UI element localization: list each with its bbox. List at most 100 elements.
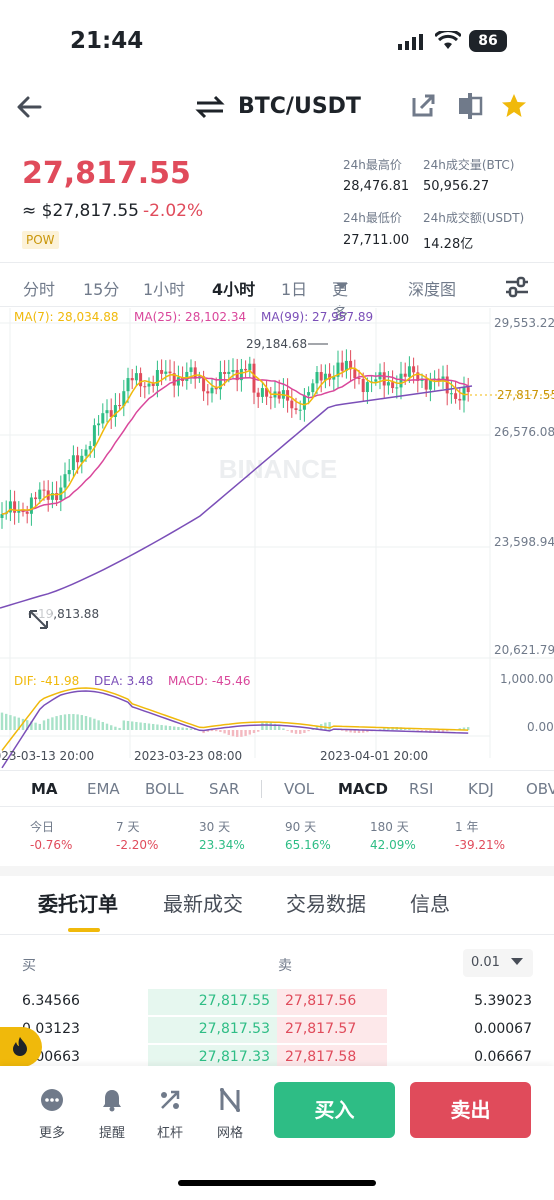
tab-1d[interactable]: 1日 [281,280,308,299]
binance-watermark: BINANCE [219,454,337,484]
ind-obv[interactable]: OBV [526,780,554,798]
tab-trading-data[interactable]: 交易数据 [286,892,366,916]
candle-body [176,377,180,386]
macd-bar [122,720,125,730]
orderbook-row[interactable]: 6.34566 27,817.55 27,817.56 5.39023 [0,989,554,1015]
pow-badge[interactable]: POW [22,231,59,249]
low-label: 24h最低价 [343,211,402,225]
ind-sar[interactable]: SAR [209,780,240,798]
macd-bar [68,714,71,730]
candle-body [365,382,369,393]
leverage-button[interactable]: 杠杆 [145,1088,195,1141]
swap-icon[interactable] [195,94,225,120]
macd-bar [244,730,247,736]
macd-y-2: 0.00 [527,720,554,734]
tab-info[interactable]: 信息 [410,892,450,916]
indicator-tabs: MA EMA BOLL SAR VOL MACD RSI KDJ OBV [0,780,554,800]
leverage-label: 杠杆 [156,1126,183,1141]
tab-1h[interactable]: 1小时 [143,280,186,299]
candle-body [416,372,420,381]
settings-sliders-icon[interactable] [505,276,529,298]
macd-bar [164,725,167,730]
macd-bar [51,717,54,730]
candle-body [13,501,17,513]
candle-body [307,392,311,396]
macd-bar [105,723,109,730]
ind-kdj[interactable]: KDJ [468,780,494,798]
period-label: 7 天 [116,820,140,834]
sell-qty: 5.39023 [474,993,532,1009]
low-marker-label: 19,813.88 [38,607,99,621]
kline-chart[interactable]: BINANCE MA(7): 28,034.88 MA(25): 28,102.… [0,308,554,770]
buy-depth-bar [148,1017,277,1043]
period-label: 今日 [30,820,55,834]
star-icon[interactable] [500,92,528,120]
tab-timeline[interactable]: 分时 [23,280,56,299]
macd-bar [110,725,113,730]
tab-orderbook[interactable]: 委托订单 [38,892,118,916]
macd-bar [89,717,92,730]
candle-body [265,388,269,397]
more-dots-icon [41,1089,63,1111]
macd-bar [210,730,214,732]
ind-ema[interactable]: EMA [87,780,120,798]
tab-more[interactable]: 更多 [332,276,349,323]
promo-float-button[interactable] [0,1027,42,1067]
candle-body [361,378,365,393]
candle-body [172,373,176,386]
ind-vol[interactable]: VOL [284,780,315,798]
orderbook-row[interactable]: 0.03123 27,817.53 27,817.57 0.00067 [0,1017,554,1043]
macd-bar [462,727,466,730]
ind-ma[interactable]: MA [31,780,58,798]
more-label: 更多 [38,1126,65,1141]
more-button[interactable]: 更多 [27,1088,77,1141]
alert-button[interactable]: 提醒 [87,1088,137,1141]
macd-bar [408,728,411,730]
macd-bar [231,730,235,737]
pair-title[interactable]: BTC/USDT [238,94,361,119]
share-icon[interactable] [411,92,437,118]
candle-body [155,370,159,386]
macd-bar [26,720,29,730]
candle-body [349,360,353,370]
candle-body [50,493,54,500]
ind-boll[interactable]: BOLL [145,780,184,798]
divider [0,306,554,307]
ma99-line [0,385,473,609]
depth-value: 0.01 [471,955,500,970]
compare-icon[interactable] [457,92,483,120]
candle-body [202,376,206,392]
tab-trades[interactable]: 最新成交 [163,892,243,916]
tab-depth[interactable]: 深度图 [408,280,457,299]
macd-y-1: 1,000.00 [500,672,553,686]
candle-body [168,371,172,374]
candle-body [210,387,214,394]
flame-icon [13,1037,27,1056]
tab-4h[interactable]: 4小时 [212,280,256,299]
sell-button[interactable]: 卖出 [410,1082,531,1138]
ind-rsi[interactable]: RSI [409,780,434,798]
macd-bar [278,725,281,730]
macd-bar [311,728,314,730]
candle-body [214,387,218,390]
tab-15m[interactable]: 15分 [83,280,120,299]
depth-select[interactable]: 0.01 [463,949,533,977]
x-label-2: 2023-03-23 08:00 [134,749,242,763]
buy-button[interactable]: 买入 [274,1082,395,1138]
expand-chart-icon[interactable] [26,606,52,632]
macd-label: MACD: -45.46 [168,674,251,688]
macd-bar [307,730,310,732]
back-arrow-icon[interactable] [14,92,44,122]
grid-button[interactable]: 网格 [205,1085,255,1141]
candle-body [0,514,4,518]
percent-arrow-icon [161,1090,180,1109]
macd-bar [72,714,75,730]
macd-bar [97,720,100,730]
candle-body [38,489,42,500]
ind-macd[interactable]: MACD [338,780,388,798]
macd-bar [38,723,41,730]
candle-body [218,372,222,390]
divider [0,262,554,263]
candle-body [122,391,126,407]
sell-depth-bar [277,989,387,1015]
